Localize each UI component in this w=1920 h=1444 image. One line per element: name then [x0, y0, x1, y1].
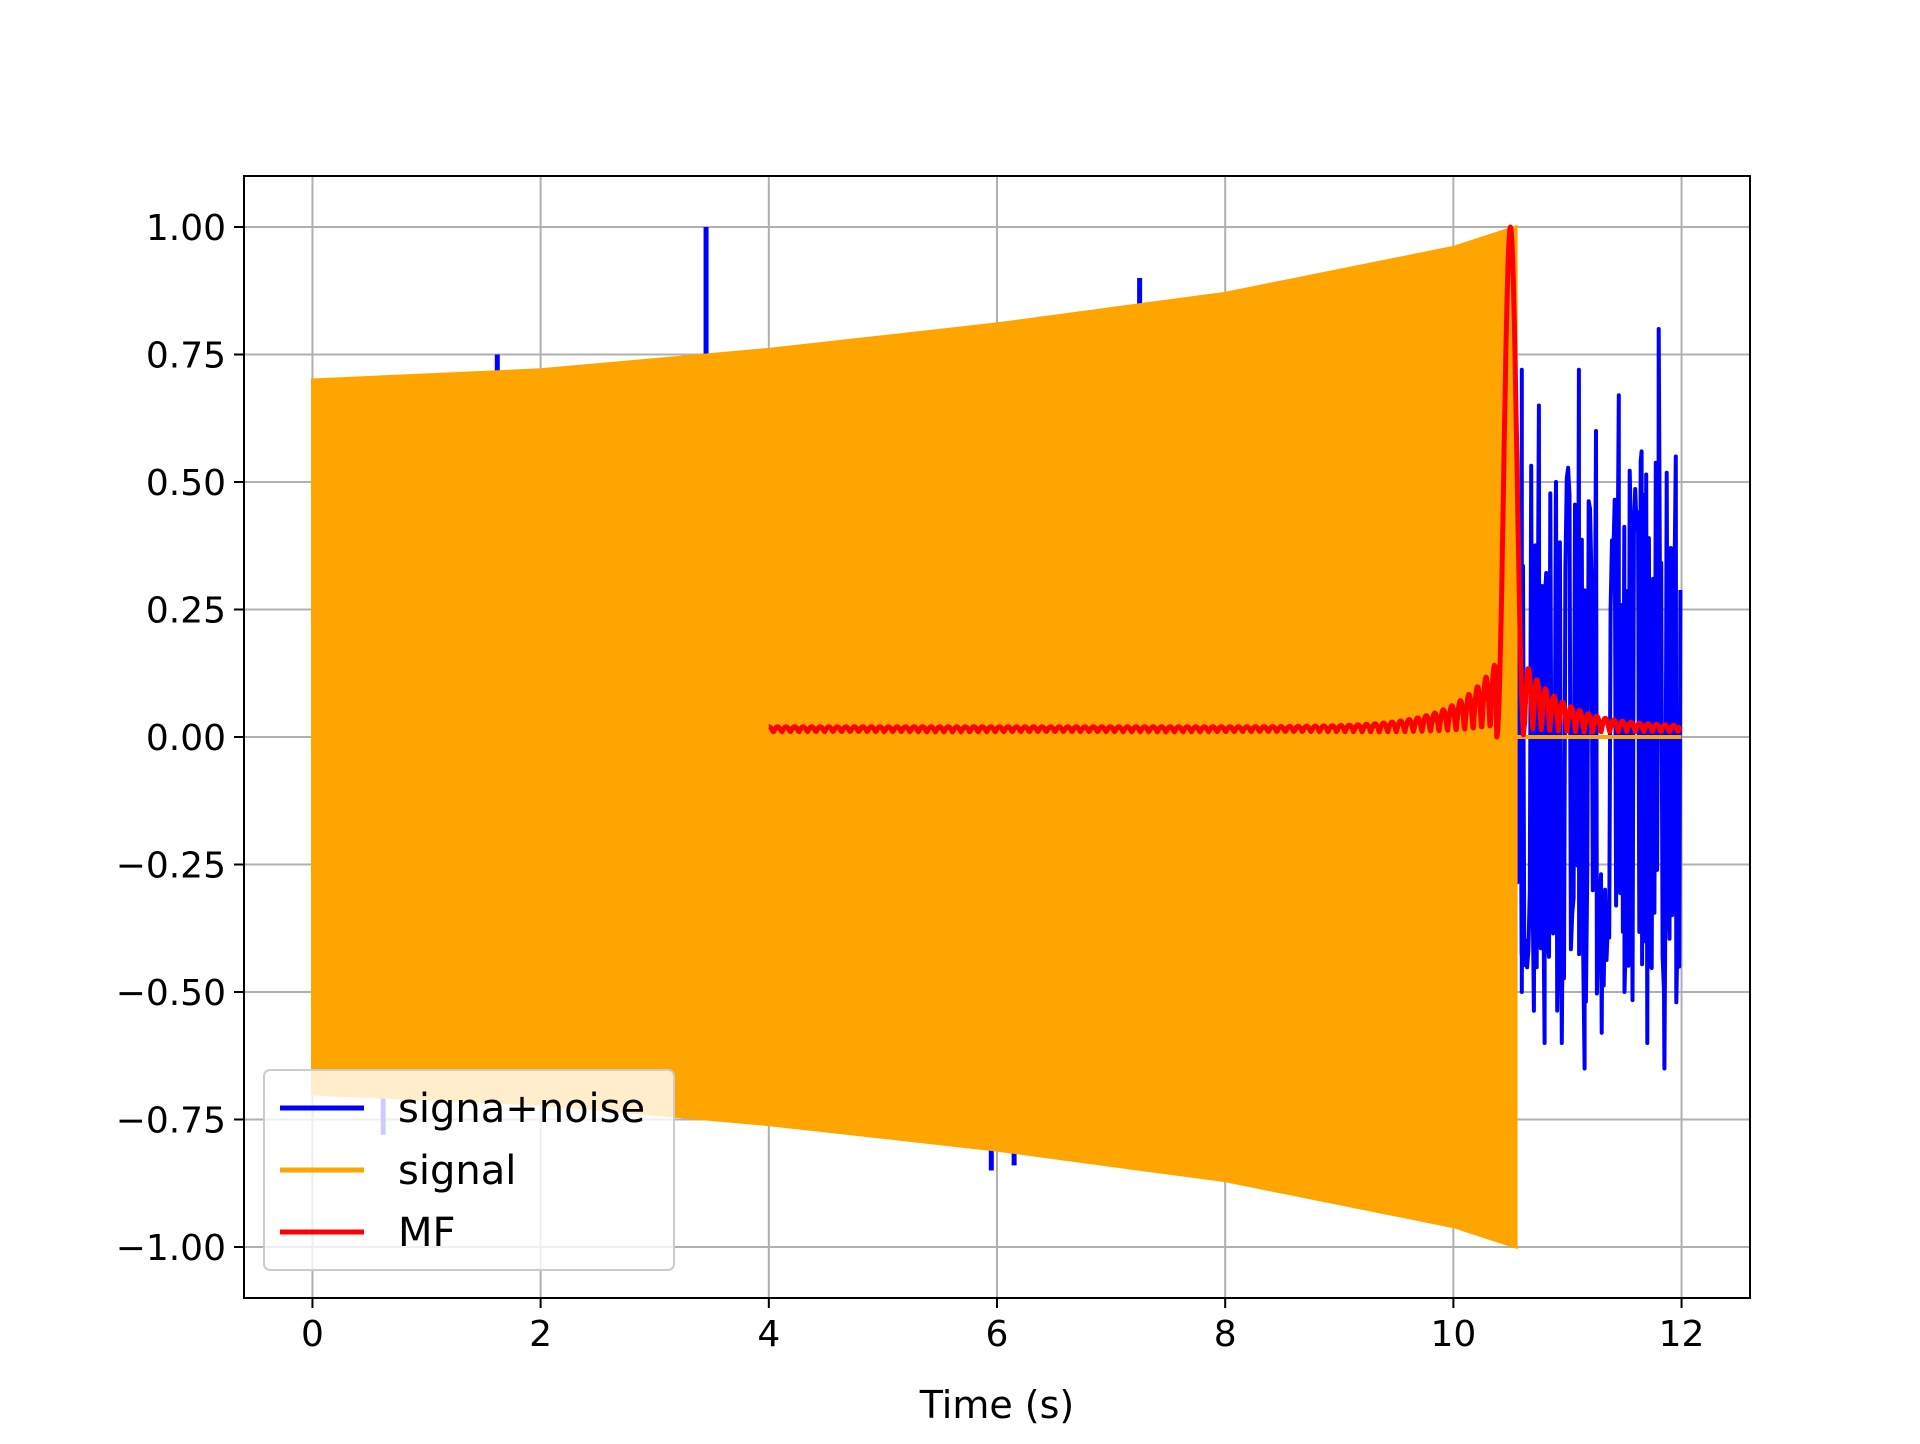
legend-label: signa+noise [398, 1086, 645, 1132]
y-tick-label: 0.75 [146, 336, 226, 377]
legend-label: MF [398, 1210, 456, 1256]
x-tick-label: 0 [301, 1314, 324, 1355]
x-axis-label: Time (s) [919, 1383, 1075, 1427]
x-tick-label: 6 [986, 1314, 1009, 1355]
y-tick-label: −0.50 [116, 973, 226, 1014]
x-tick-label: 12 [1659, 1314, 1705, 1355]
legend-box [263, 1069, 675, 1271]
y-tick-label: 0.00 [146, 718, 226, 759]
x-tick-label: 8 [1214, 1314, 1237, 1355]
y-tick-label: 0.50 [146, 463, 226, 504]
legend-label: signal [398, 1148, 516, 1194]
x-tick-label: 10 [1430, 1314, 1476, 1355]
y-tick-label: −0.25 [116, 846, 226, 887]
y-tick-label: 0.25 [146, 591, 226, 632]
series-mf-line [766, 224, 1683, 740]
legend: signa+noise signal MF [263, 1069, 675, 1271]
series-signal-noise-burst [1514, 327, 1683, 1071]
y-tick-label: −0.75 [116, 1101, 226, 1142]
plot-series [311, 224, 1683, 1250]
ticks: 0 2 4 6 8 10 12 1.00 0.75 0.50 0.25 0.00 −0.25 −0.50 −… [116, 208, 1705, 1355]
x-tick-label: 4 [757, 1314, 780, 1355]
y-tick-label: 1.00 [146, 208, 226, 249]
x-tick-label: 2 [529, 1314, 552, 1355]
y-tick-label: −1.00 [116, 1228, 226, 1269]
